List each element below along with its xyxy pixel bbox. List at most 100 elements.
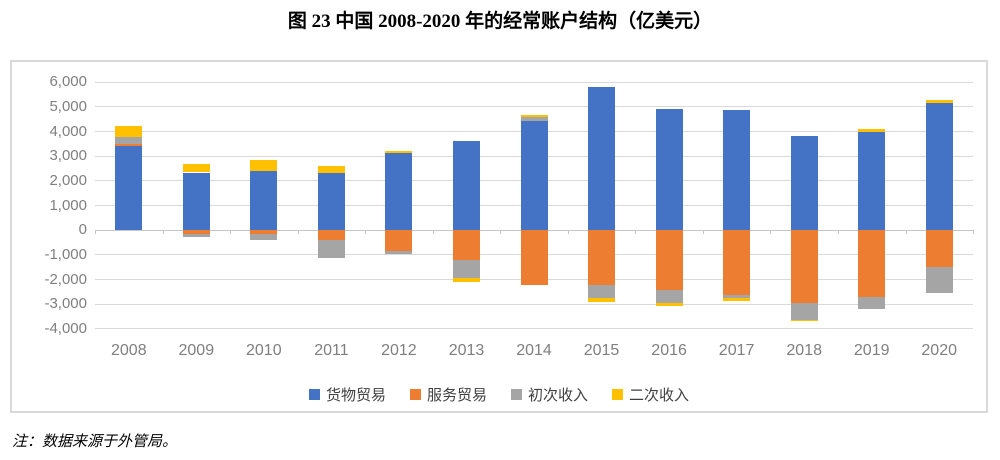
source-note: 注：数据来源于外管局。 — [12, 434, 178, 450]
x-axis-tick — [837, 229, 839, 234]
bar-segment-2018-二次收入 — [790, 319, 818, 322]
legend-label: 初次收入 — [528, 387, 589, 404]
bar-segment-2016-服务贸易 — [655, 229, 683, 290]
legend-swatch-icon — [409, 389, 421, 400]
y-axis-tick-label: 2,000 — [49, 171, 87, 189]
bar-segment-2011-货物贸易 — [317, 173, 345, 230]
legend-swatch-icon — [511, 389, 522, 400]
x-axis-tick — [905, 229, 907, 234]
chart-frame: 6,000 5,000 4,000 3,000 2,000 1,000 0 -1,000 -2,… — [10, 60, 988, 413]
bar-segment-2017-初次收入 — [723, 294, 751, 299]
x-axis-tick-label: 2012 — [381, 342, 417, 359]
x-axis-tick — [702, 229, 704, 234]
legend-label: 货物贸易 — [325, 387, 386, 404]
bar-segment-2008-服务贸易 — [115, 144, 143, 146]
x-axis-tick — [567, 229, 569, 234]
y-axis-tick-label: -2,000 — [44, 270, 87, 288]
bar-segment-2008-二次收入 — [115, 126, 143, 137]
legend-item-货物贸易: 货物贸易 — [308, 384, 386, 405]
bar-segment-2010-二次收入 — [250, 159, 278, 172]
bar-segment-2014-货物贸易 — [520, 120, 548, 230]
bar-segment-2015-初次收入 — [588, 284, 615, 298]
gridline — [95, 81, 973, 83]
y-axis-tick-label: -4,000 — [44, 319, 87, 337]
x-axis-tick — [973, 229, 974, 234]
x-axis-tick — [95, 229, 96, 234]
bar-segment-2019-货物贸易 — [858, 132, 886, 230]
bar-segment-2018-货物贸易 — [790, 135, 818, 230]
y-axis-tick-label: 5,000 — [49, 97, 87, 115]
legend-label: 服务贸易 — [426, 387, 487, 404]
legend-label: 二次收入 — [629, 387, 690, 404]
y-axis-tick-label: 3,000 — [49, 147, 87, 165]
bar-segment-2013-服务贸易 — [453, 229, 480, 260]
legend-swatch-icon — [612, 389, 624, 400]
y-axis-tick-label: 6,000 — [49, 73, 87, 91]
bar-segment-2014-初次收入 — [520, 117, 548, 121]
bar-segment-2015-货物贸易 — [588, 86, 615, 230]
x-axis-tick — [500, 229, 502, 234]
x-axis-tick — [365, 229, 367, 234]
x-axis-tick-label: 2011 — [314, 342, 349, 359]
bar-segment-2011-初次收入 — [317, 240, 345, 259]
bar-segment-2016-二次收入 — [655, 302, 683, 307]
x-axis-tick-label: 2019 — [853, 342, 890, 359]
y-axis-tick-label: -3,000 — [44, 295, 87, 313]
legend-item-初次收入: 初次收入 — [511, 384, 588, 405]
legend-swatch-icon — [308, 389, 320, 400]
x-axis-tick — [635, 229, 637, 234]
x-axis-tick — [162, 229, 164, 234]
gridline — [95, 106, 973, 108]
bar-segment-2020-二次收入 — [925, 99, 953, 103]
chart-title: 图 23 中国 2008-2020 年的经常账户结构（亿美元） — [287, 11, 713, 32]
legend-item-服务贸易: 服务贸易 — [409, 384, 487, 405]
bar-segment-2019-初次收入 — [858, 297, 886, 310]
bar-segment-2009-二次收入 — [182, 164, 210, 173]
bar-segment-2012-服务贸易 — [385, 229, 413, 252]
gridline — [95, 303, 973, 305]
bar-segment-2020-服务贸易 — [925, 229, 953, 267]
bar-segment-2019-服务贸易 — [858, 229, 886, 297]
y-axis-tick-label: 4,000 — [49, 122, 87, 140]
y-axis-tick-label: -1,000 — [44, 245, 87, 263]
bar-segment-2010-货物贸易 — [250, 171, 278, 230]
bar-segment-2019-二次收入 — [858, 129, 886, 132]
bar-segment-2012-初次收入 — [385, 251, 413, 255]
bar-segment-2015-服务贸易 — [588, 229, 615, 285]
y-axis-tick-label: 1,000 — [49, 196, 87, 214]
bar-segment-2016-初次收入 — [655, 289, 683, 303]
bar-segment-2009-服务贸易 — [182, 229, 210, 234]
bar-segment-2011-服务贸易 — [317, 229, 345, 241]
bar-segment-2012-货物贸易 — [385, 153, 413, 230]
bar-segment-2009-货物贸易 — [182, 172, 210, 230]
legend-item-二次收入: 二次收入 — [612, 384, 689, 405]
x-axis-tick-label: 2009 — [178, 342, 215, 359]
x-axis-tick-label: 2020 — [921, 342, 957, 359]
x-axis-tick-label: 2014 — [516, 342, 552, 359]
x-axis-tick — [432, 229, 434, 234]
bar-segment-2016-货物贸易 — [655, 109, 683, 230]
x-axis-tick-label: 2015 — [583, 342, 620, 359]
bar-segment-2010-服务贸易 — [250, 229, 278, 234]
bar-segment-2013-初次收入 — [453, 259, 480, 278]
x-axis-tick-label: 2018 — [786, 342, 822, 359]
y-axis-tick-label: 0 — [78, 221, 87, 239]
bar-segment-2018-初次收入 — [790, 303, 818, 320]
bar-segment-2018-服务贸易 — [790, 229, 818, 304]
x-axis-tick-label: 2016 — [651, 342, 687, 359]
x-axis-tick — [297, 229, 299, 234]
bar-segment-2013-二次收入 — [453, 278, 480, 283]
bar-segment-2020-初次收入 — [925, 266, 953, 293]
bar-segment-2014-二次收入 — [520, 115, 548, 117]
bar-segment-2017-服务贸易 — [723, 229, 751, 295]
x-axis-tick-label: 2017 — [718, 342, 755, 359]
bar-segment-2009-初次收入 — [182, 233, 210, 237]
legend: 货物贸易 服务贸易 初次收入 二次收入 — [12, 384, 986, 405]
bar-segment-2011-二次收入 — [317, 166, 345, 173]
bar-segment-2017-二次收入 — [723, 298, 751, 302]
bar-segment-2014-服务贸易 — [520, 229, 548, 285]
bar-segment-2013-货物贸易 — [453, 140, 480, 230]
x-axis-tick-label: 2010 — [246, 342, 282, 359]
bar-segment-2008-货物贸易 — [115, 145, 143, 230]
bar-segment-2012-二次收入 — [385, 151, 413, 153]
